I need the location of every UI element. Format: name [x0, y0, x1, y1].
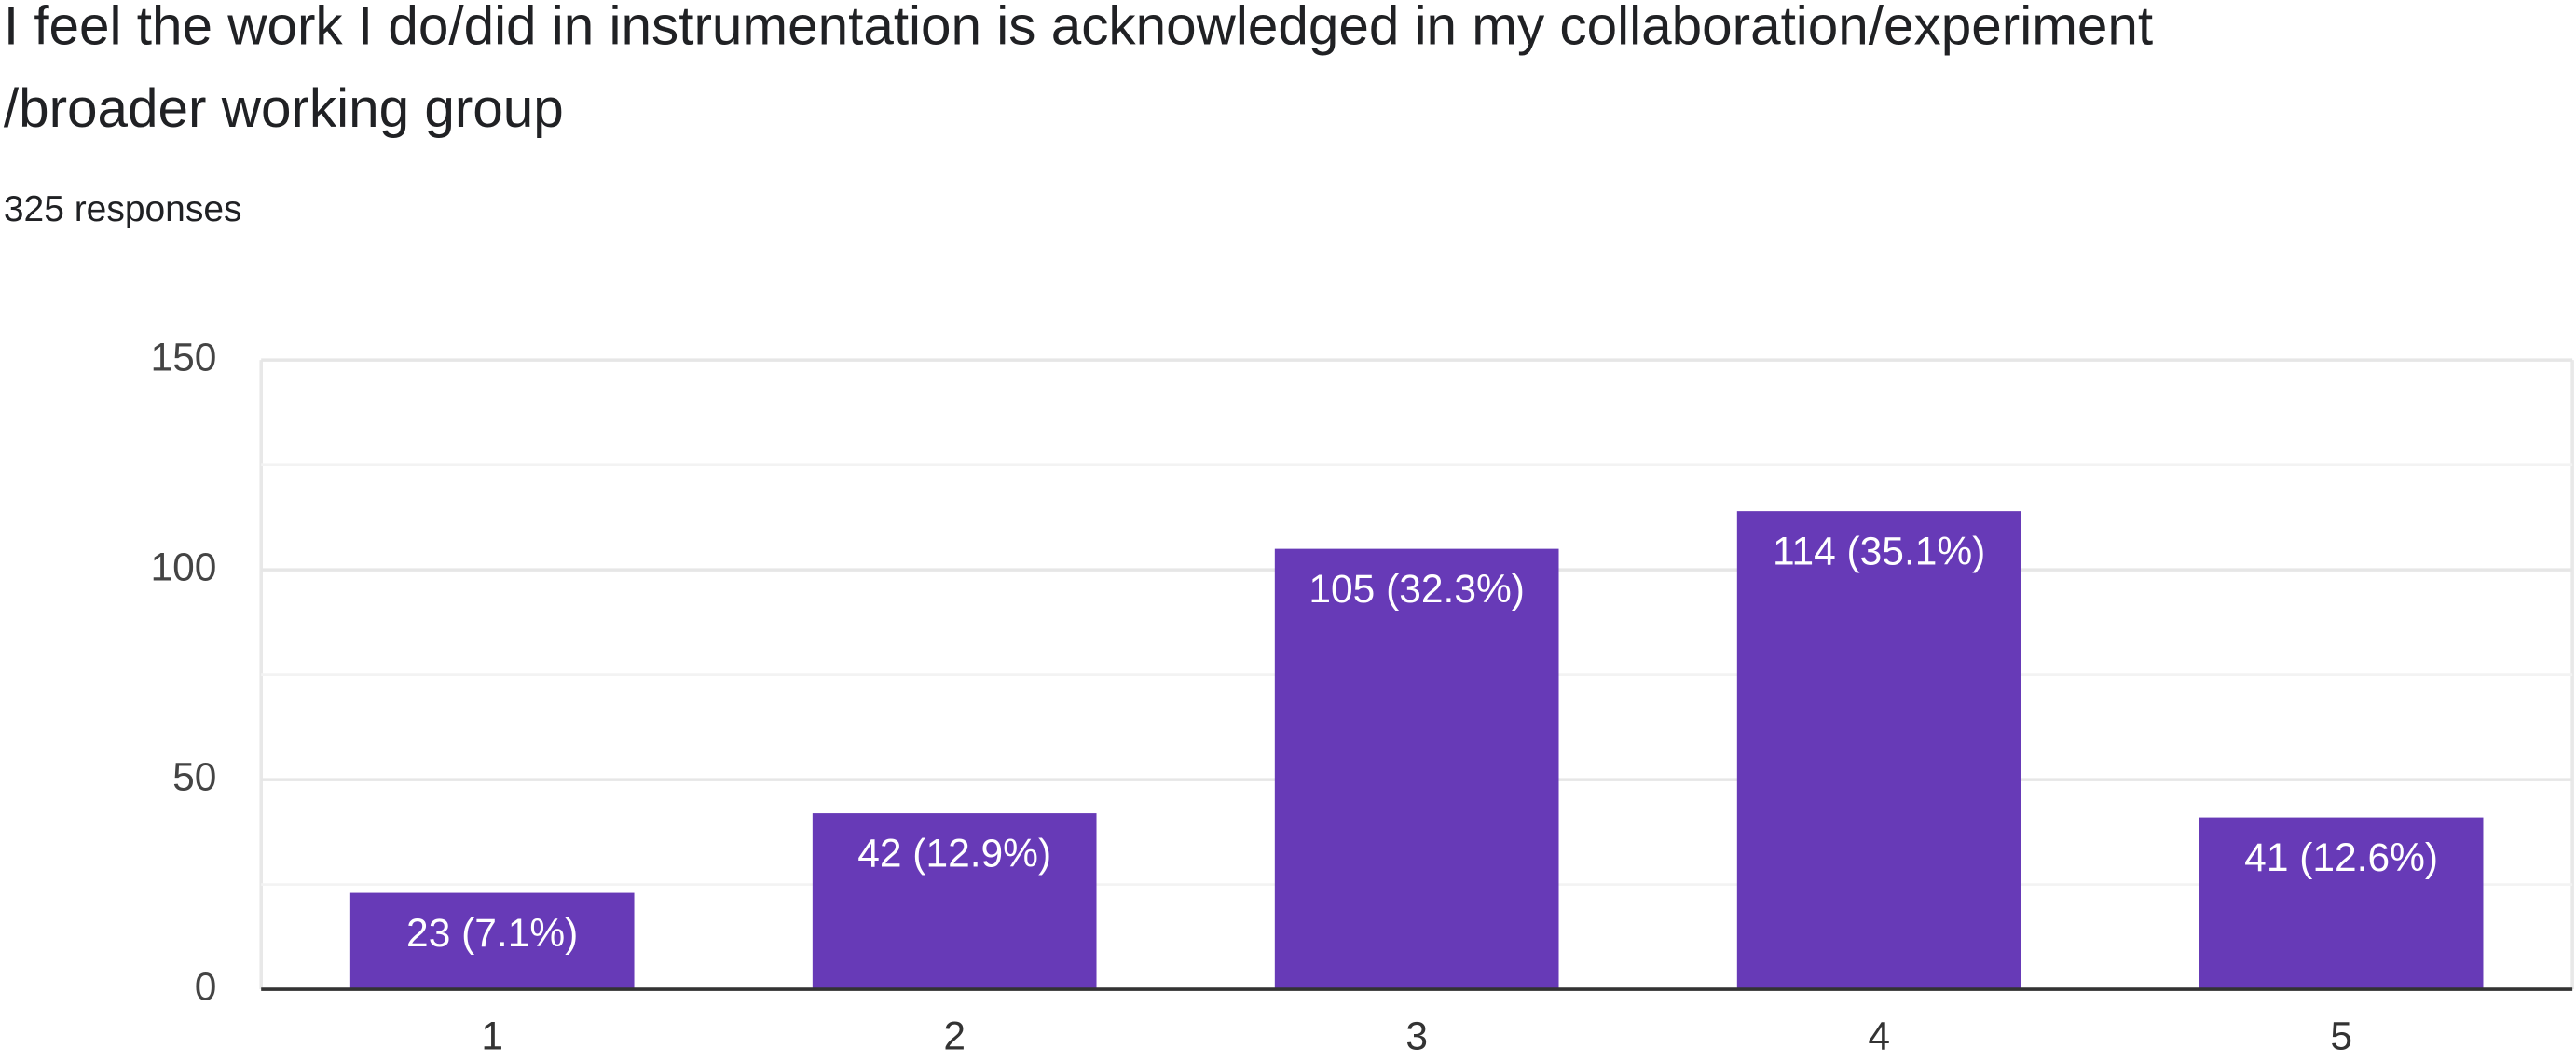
- bar: [812, 813, 1097, 990]
- x-tick-label: 4: [1868, 1014, 1890, 1058]
- response-count: 325 responses: [4, 189, 242, 229]
- x-tick-label: 5: [2330, 1014, 2352, 1058]
- y-tick-label: 150: [150, 336, 216, 379]
- x-tick-label: 3: [1405, 1014, 1428, 1058]
- value-label: 23 (7.1%): [406, 912, 578, 956]
- value-label: 41 (12.6%): [2244, 836, 2438, 880]
- bar: [1274, 548, 1559, 990]
- x-tick-label: 2: [943, 1014, 966, 1058]
- y-tick-label: 100: [150, 545, 216, 589]
- chart-title: I feel the work I do/did in instrumentat…: [4, 0, 2153, 56]
- bar: [2199, 817, 2484, 990]
- bar: [1736, 511, 2021, 990]
- y-tick-label: 0: [195, 965, 217, 1009]
- y-tick-label: 50: [172, 755, 216, 799]
- value-label: 42 (12.9%): [857, 832, 1051, 876]
- chart-title: /broader working group: [4, 78, 564, 139]
- value-label: 114 (35.1%): [1773, 530, 1985, 573]
- value-label: 105 (32.3%): [1309, 568, 1525, 612]
- bar: [349, 892, 635, 990]
- x-tick-label: 1: [481, 1014, 503, 1058]
